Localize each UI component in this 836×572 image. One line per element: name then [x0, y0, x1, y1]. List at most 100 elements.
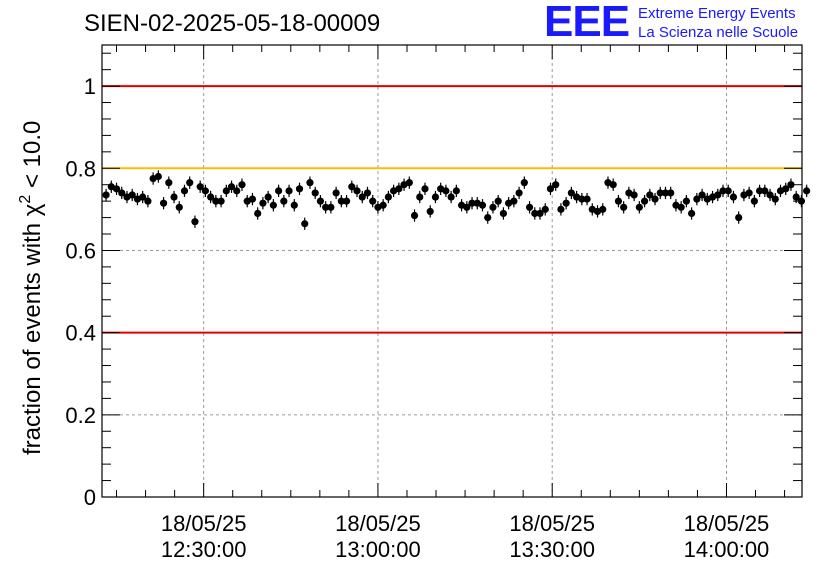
data-point	[698, 191, 706, 199]
data-point	[620, 203, 628, 211]
data-point	[128, 191, 136, 199]
data-point	[327, 203, 335, 211]
data-point	[285, 187, 293, 195]
x-tick-time-label: 13:00:00	[335, 537, 421, 562]
data-point	[745, 189, 753, 197]
data-point	[468, 199, 476, 207]
data-point	[384, 193, 392, 201]
data-point	[139, 193, 147, 201]
data-point	[248, 195, 257, 203]
data-point	[431, 193, 440, 201]
data-point	[165, 179, 173, 187]
data-point	[787, 181, 795, 189]
data-point	[416, 193, 424, 201]
data-point	[421, 185, 429, 193]
data-point	[118, 189, 126, 197]
data-point	[536, 209, 544, 218]
data-point	[499, 209, 508, 218]
data-point	[640, 197, 649, 205]
eee-logo-text: Extreme Energy Events La Scienza nelle S…	[638, 4, 798, 42]
eee-logo-mark: EEE	[544, 0, 630, 46]
data-point	[447, 193, 455, 201]
data-point	[306, 179, 314, 187]
data-point	[369, 197, 377, 205]
data-point	[494, 197, 502, 205]
data-point	[363, 189, 372, 197]
data-point	[170, 193, 178, 201]
data-point	[342, 197, 351, 205]
data-point	[227, 183, 236, 191]
data-point	[212, 197, 220, 205]
data-point	[452, 187, 460, 195]
data-point	[358, 193, 366, 201]
data-point	[682, 197, 690, 205]
data-point	[484, 213, 492, 222]
x-tick-date-label: 18/05/25	[509, 511, 595, 536]
data-point	[280, 197, 288, 205]
y-tick-label: 0.8	[65, 156, 96, 181]
data-point	[761, 187, 769, 195]
data-point	[426, 207, 434, 216]
data-point	[735, 213, 743, 222]
x-tick-date-label: 18/05/25	[335, 511, 421, 536]
x-tick-time-label: 13:30:00	[509, 537, 595, 562]
data-point	[201, 187, 210, 195]
data-point	[515, 189, 523, 197]
data-point	[463, 203, 471, 211]
data-point	[144, 197, 152, 205]
data-point	[489, 203, 497, 211]
data-point	[379, 201, 387, 209]
data-point	[222, 187, 230, 195]
data-point	[311, 189, 319, 197]
y-tick-label: 1	[84, 74, 96, 99]
data-point	[646, 191, 654, 199]
data-point	[578, 195, 586, 203]
data-point	[442, 187, 450, 195]
data-point	[301, 220, 309, 228]
data-point	[583, 195, 591, 203]
data-point	[395, 185, 403, 193]
data-point	[766, 191, 774, 199]
y-tick-label: 0.4	[65, 321, 96, 346]
data-point	[531, 209, 539, 218]
data-point	[159, 199, 168, 207]
x-tick-date-label: 18/05/25	[684, 511, 770, 536]
data-point	[630, 191, 638, 199]
data-point	[196, 183, 204, 191]
data-point	[714, 191, 722, 199]
data-point	[191, 218, 199, 226]
data-point	[729, 193, 738, 201]
data-point	[332, 189, 340, 197]
data-point	[693, 195, 701, 203]
data-point	[525, 203, 534, 211]
data-point	[259, 199, 267, 207]
data-point	[238, 181, 246, 189]
y-axis-label: fraction of events with χ2 < 10.0	[17, 121, 46, 455]
data-point	[180, 187, 189, 195]
data-point	[510, 197, 518, 205]
data-point	[552, 181, 560, 189]
data-point	[614, 197, 623, 205]
data-point	[274, 187, 283, 195]
data-point	[792, 193, 800, 201]
data-point	[410, 211, 419, 220]
data-point	[661, 189, 670, 197]
eee-logo-line1: Extreme Energy Events	[638, 5, 796, 22]
data-point	[175, 203, 183, 211]
eee-logo: EEE Extreme Energy Events La Scienza nel…	[544, 0, 834, 46]
y-tick-label: 0.2	[65, 403, 96, 428]
data-point	[797, 197, 806, 205]
data-point	[719, 187, 727, 195]
data-point	[102, 191, 110, 199]
data-point	[322, 203, 330, 211]
data-point	[348, 183, 356, 191]
data-point	[186, 179, 194, 187]
data-point	[609, 181, 617, 189]
data-point	[541, 205, 549, 213]
x-tick-time-label: 14:00:00	[684, 537, 770, 562]
data-point	[112, 185, 121, 193]
data-point	[290, 201, 298, 209]
data-point	[599, 205, 607, 213]
data-point	[520, 179, 528, 187]
y-tick-label: 0.6	[65, 238, 96, 263]
